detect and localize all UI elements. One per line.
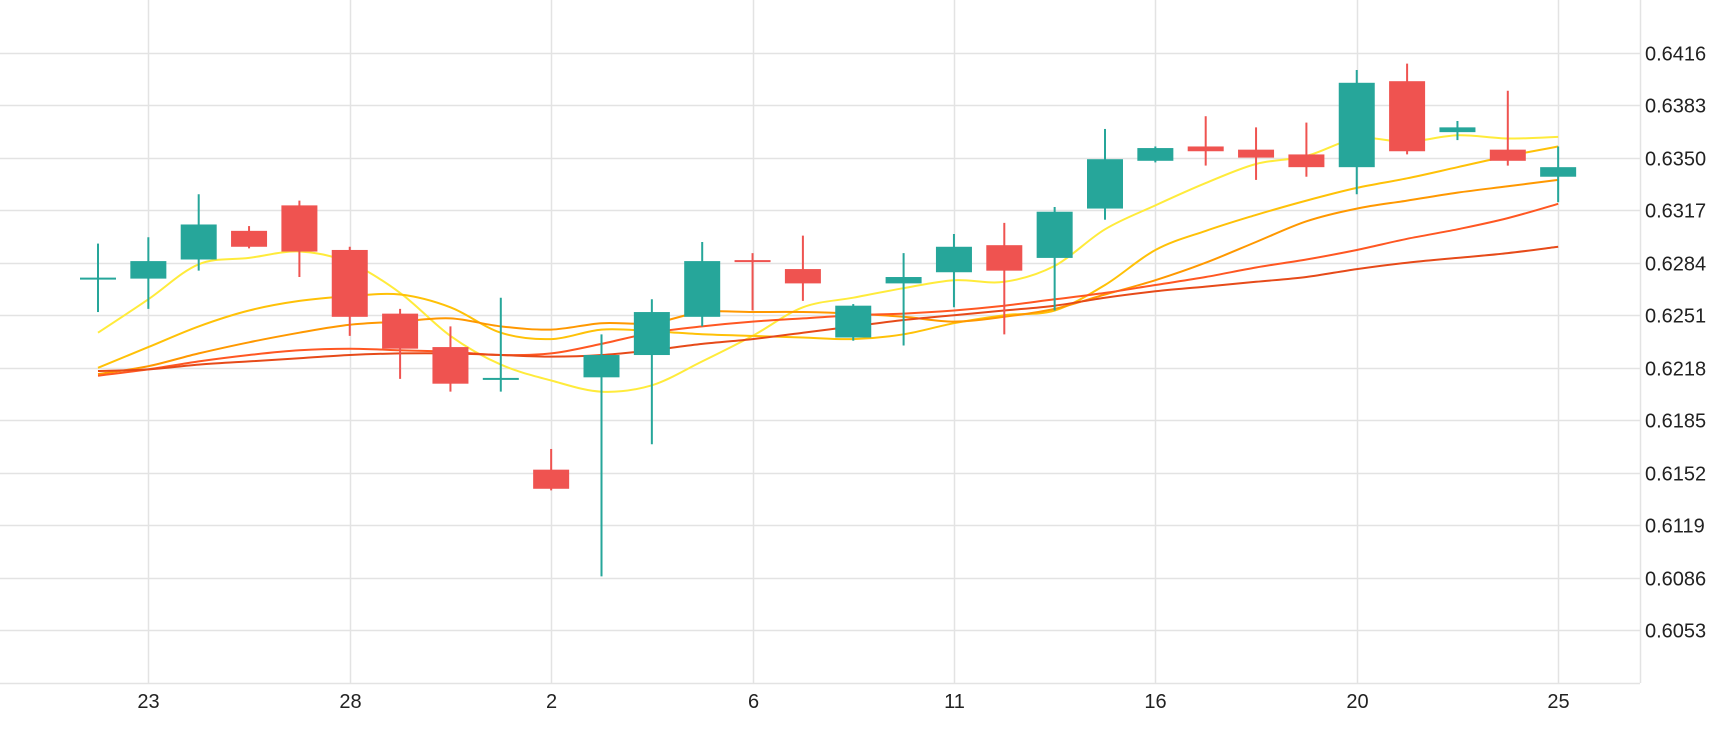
x-tick-label: 2 [546, 691, 557, 713]
candle [281, 200, 318, 278]
candles [80, 63, 1577, 577]
candle-body [382, 313, 419, 349]
candle [482, 297, 519, 392]
x-tick-label: 11 [944, 691, 965, 713]
candle-body [1137, 148, 1174, 161]
candle-body [633, 312, 670, 356]
candle [1439, 120, 1476, 141]
candle-body [1389, 81, 1426, 152]
candle-body [1087, 159, 1123, 209]
candle [533, 448, 570, 491]
moving-average-line [97, 245, 1559, 372]
candle [331, 246, 368, 336]
x-tick-label: 20 [1346, 691, 1368, 713]
candle-body [1288, 154, 1325, 168]
candle-body [1439, 127, 1476, 133]
candle-body [432, 347, 469, 384]
y-tick-label: 0.6086 [1645, 569, 1706, 591]
y-tick-label: 0.6185 [1645, 411, 1706, 433]
candle [986, 222, 1023, 335]
candle-body [80, 277, 116, 280]
candle [684, 241, 721, 327]
y-tick-label: 0.6284 [1645, 254, 1706, 276]
candle [130, 237, 167, 309]
candle [583, 334, 620, 577]
candle-body [533, 469, 570, 489]
candle-body [986, 245, 1023, 271]
candle-body [734, 260, 771, 263]
axes: 0.6416 0.6383 0.6350 0.6317 0.6284 0.6251 0.62… [137, 44, 1706, 714]
candle-body [684, 261, 721, 317]
y-tick-label: 0.6416 [1645, 44, 1706, 66]
y-tick-label: 0.6317 [1645, 201, 1706, 223]
candle [1540, 146, 1577, 203]
candle-body [885, 277, 922, 284]
candle [633, 299, 670, 445]
candle-body [231, 230, 268, 247]
candle-body [331, 249, 368, 317]
y-tick-label: 0.6350 [1645, 149, 1706, 171]
candle-body [281, 205, 318, 252]
candle-body [784, 269, 821, 284]
y-tick-label: 0.6383 [1645, 96, 1706, 118]
candle-body [1238, 149, 1275, 158]
candle [1137, 146, 1174, 163]
candle [835, 304, 872, 341]
candle-body [482, 377, 519, 380]
y-tick-label: 0.6053 [1645, 621, 1706, 643]
candle-body [1489, 149, 1526, 161]
y-tick-label: 0.6218 [1645, 359, 1706, 381]
candle [885, 253, 922, 346]
candle [432, 326, 469, 392]
candle [1036, 206, 1073, 311]
candle-body [835, 305, 872, 338]
candle [231, 226, 268, 249]
y-tick-label: 0.6251 [1645, 306, 1706, 328]
candle-body [1338, 82, 1375, 168]
y-tick-label: 0.6152 [1645, 464, 1706, 486]
candle [734, 253, 771, 311]
candle-body [130, 261, 167, 279]
x-tick-label: 6 [748, 691, 759, 713]
candle [1187, 116, 1224, 166]
candle [180, 194, 217, 271]
moving-average-line [97, 202, 1559, 377]
x-tick-label: 25 [1547, 691, 1569, 713]
candle-body [935, 246, 972, 273]
candle [1389, 63, 1426, 155]
moving-average-line [97, 178, 1559, 376]
moving-average-line [97, 145, 1559, 369]
candle [382, 308, 419, 379]
candle-body [1036, 211, 1073, 258]
candle [80, 243, 116, 313]
candle-body [180, 224, 217, 260]
y-tick-label: 0.6119 [1645, 516, 1705, 538]
candle [1087, 128, 1123, 220]
candle [935, 234, 972, 308]
candle-body [1540, 167, 1577, 177]
candle [1338, 70, 1375, 195]
grid [0, 0, 1642, 685]
candle [784, 235, 821, 301]
x-tick-label: 23 [137, 691, 159, 713]
candle [1288, 122, 1325, 177]
candle-body [1187, 146, 1224, 152]
candle-body [583, 355, 620, 378]
candle [1238, 127, 1275, 180]
x-tick-label: 28 [339, 691, 361, 713]
x-tick-label: 16 [1144, 691, 1166, 713]
candle [1489, 90, 1526, 166]
